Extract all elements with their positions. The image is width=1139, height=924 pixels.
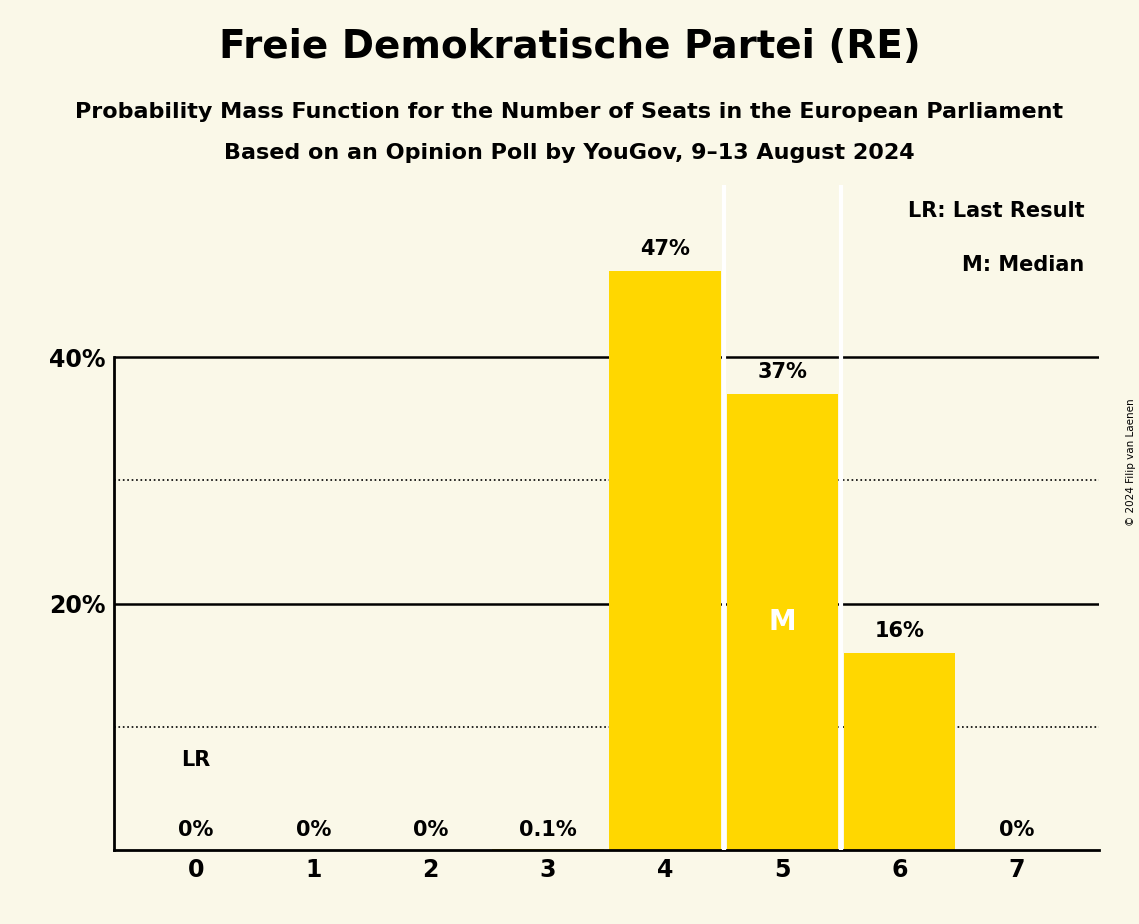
Text: LR: LR <box>181 750 211 770</box>
Bar <box>727 395 838 850</box>
Text: 16%: 16% <box>875 621 925 640</box>
Text: 47%: 47% <box>640 238 690 259</box>
Text: Based on an Opinion Poll by YouGov, 9–13 August 2024: Based on an Opinion Poll by YouGov, 9–13… <box>224 143 915 164</box>
Text: 0%: 0% <box>179 821 214 840</box>
Text: © 2024 Filip van Laenen: © 2024 Filip van Laenen <box>1126 398 1136 526</box>
Text: M: M <box>769 608 796 636</box>
Bar <box>492 849 604 850</box>
Text: 0%: 0% <box>413 821 449 840</box>
Text: LR: Last Result: LR: Last Result <box>908 201 1084 222</box>
Text: Probability Mass Function for the Number of Seats in the European Parliament: Probability Mass Function for the Number… <box>75 102 1064 122</box>
Text: M: Median: M: Median <box>962 255 1084 274</box>
Text: Freie Demokratische Partei (RE): Freie Demokratische Partei (RE) <box>219 28 920 66</box>
Bar <box>844 653 956 850</box>
Text: 0.1%: 0.1% <box>519 821 576 840</box>
Bar <box>609 271 721 850</box>
Text: 37%: 37% <box>757 362 808 382</box>
Text: 0%: 0% <box>999 821 1034 840</box>
Text: 0%: 0% <box>296 821 331 840</box>
